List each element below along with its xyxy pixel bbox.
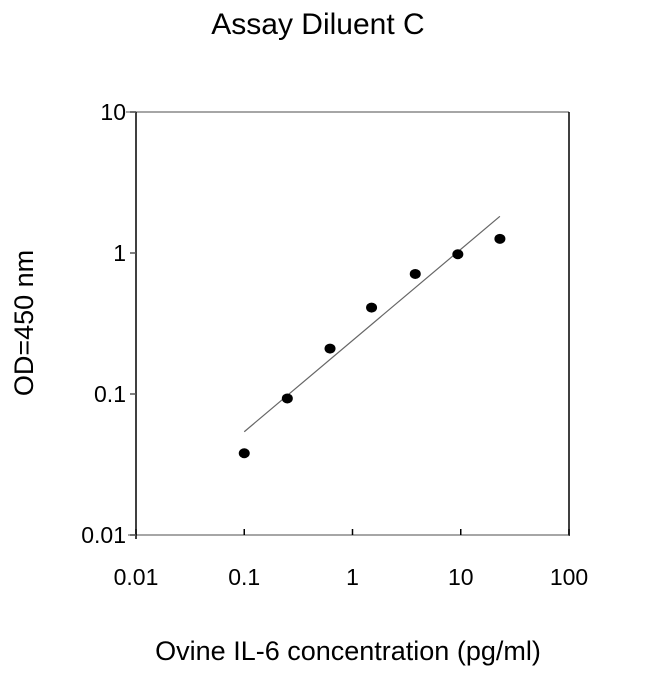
data-point — [366, 302, 378, 313]
x-axis-label: Ovine IL-6 concentration (pg/ml) — [155, 636, 541, 666]
y-tick-label: 10 — [100, 99, 126, 125]
x-tick-label: 0.01 — [114, 564, 159, 590]
data-point — [452, 249, 464, 260]
y-tick-label: 0.1 — [94, 381, 126, 407]
data-point — [409, 268, 421, 279]
data-point — [281, 393, 293, 404]
x-tick-label: 1 — [346, 564, 359, 590]
x-tick-label: 100 — [550, 564, 588, 590]
y-axis-ticks: 0.01 0.1 1 10 — [81, 99, 136, 548]
data-point — [324, 343, 336, 354]
x-tick-label: 0.1 — [228, 564, 260, 590]
y-axis-label: OD=450 nm — [9, 250, 39, 396]
y-tick-label: 0.01 — [81, 522, 126, 548]
data-point — [238, 448, 250, 459]
plot-area: 0.01 0.1 1 10 100 0.01 0.1 1 10 — [81, 99, 588, 590]
y-tick-label: 1 — [113, 240, 126, 266]
chart-title: Assay Diluent C — [211, 8, 424, 41]
data-points — [238, 233, 506, 459]
x-tick-label: 10 — [448, 564, 474, 590]
data-point — [494, 233, 506, 244]
x-axis-ticks: 0.01 0.1 1 10 100 — [114, 529, 588, 590]
